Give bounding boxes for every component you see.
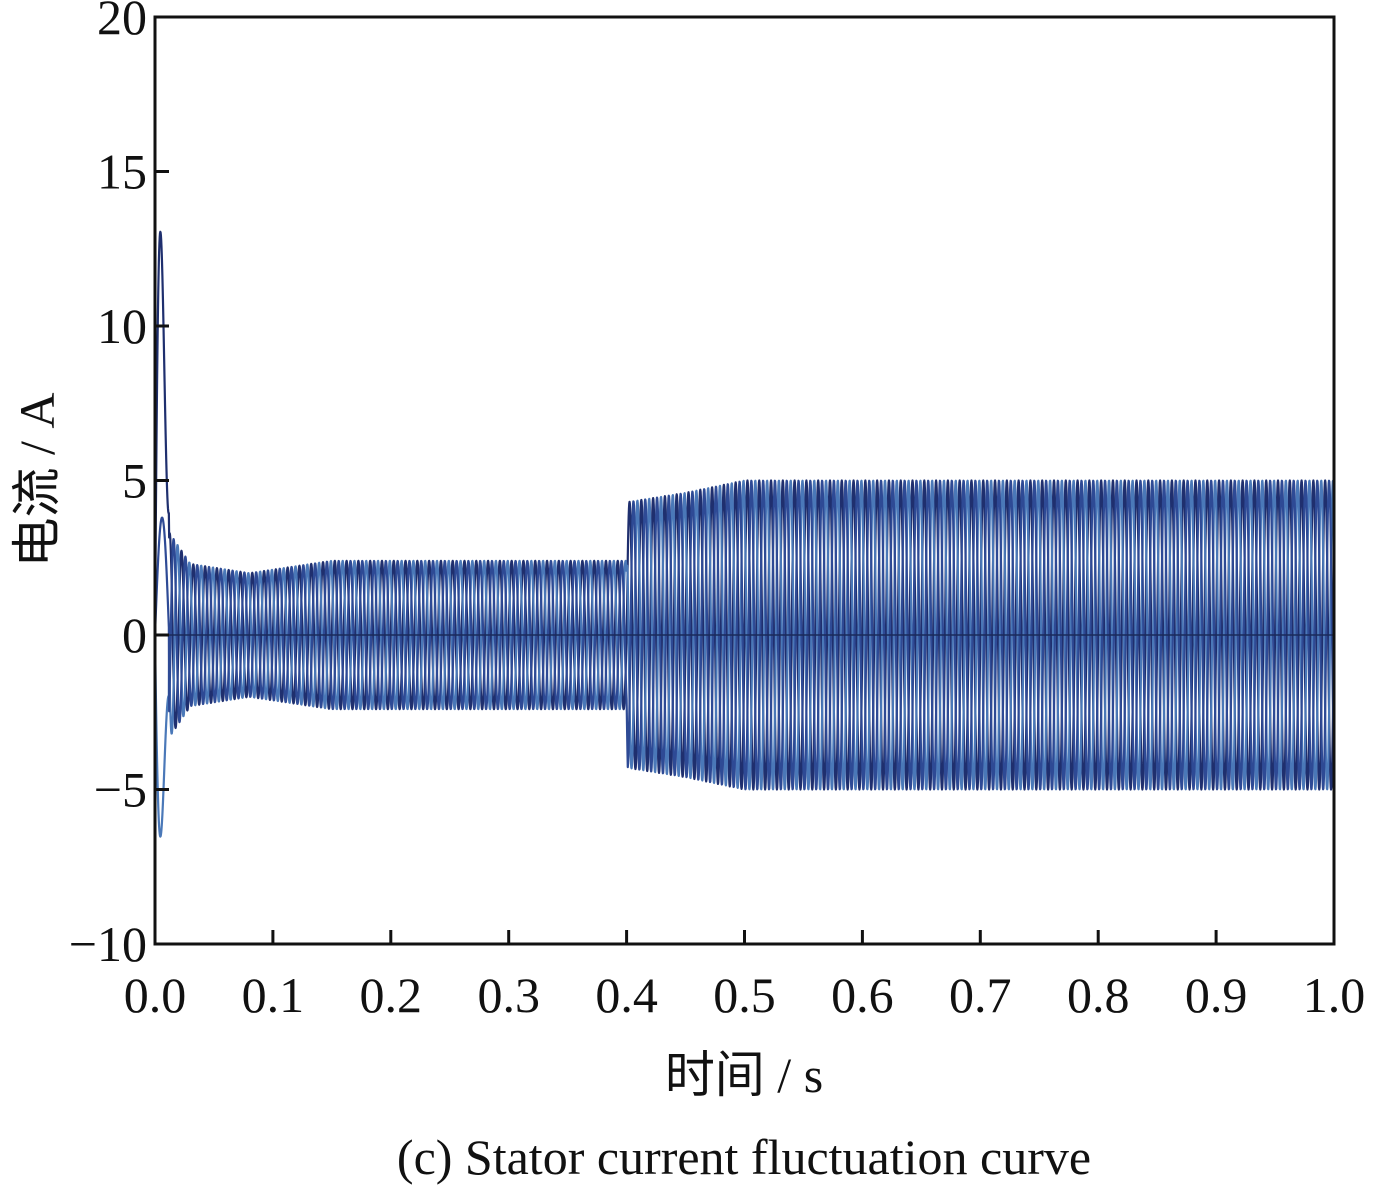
x-tick-label: 1.0 bbox=[1303, 967, 1366, 1023]
chart-caption: (c) Stator current fluctuation curve bbox=[397, 1129, 1091, 1185]
x-tick-label: 0.9 bbox=[1185, 967, 1248, 1023]
x-tick-label: 0.5 bbox=[713, 967, 776, 1023]
y-axis-ticks: −10 −5 0 5 10 15 20 bbox=[69, 0, 169, 972]
x-axis-label: 时间 / s bbox=[665, 1047, 823, 1103]
y-tick-label: 10 bbox=[97, 298, 147, 354]
plot-area bbox=[155, 230, 1334, 838]
y-tick-label: −5 bbox=[94, 762, 147, 818]
x-tick-label: 0.8 bbox=[1067, 967, 1130, 1023]
y-axis-label: 电流 / A bbox=[9, 393, 65, 568]
x-tick-label: 0.3 bbox=[477, 967, 540, 1023]
y-tick-label: 20 bbox=[97, 0, 147, 45]
y-tick-label: 5 bbox=[122, 453, 147, 509]
x-tick-label: 0.6 bbox=[831, 967, 894, 1023]
y-tick-label: −10 bbox=[69, 916, 147, 972]
x-tick-label: 0.1 bbox=[242, 967, 305, 1023]
y-tick-label: 0 bbox=[122, 607, 147, 663]
x-axis-ticks: 0.0 0.1 0.2 0.3 0.4 0.5 0.6 0.7 0.8 0.9 1.0 bbox=[124, 930, 1366, 1023]
x-tick-label: 0.4 bbox=[595, 967, 658, 1023]
x-tick-label: 0.0 bbox=[124, 967, 187, 1023]
x-tick-label: 0.2 bbox=[360, 967, 423, 1023]
x-tick-label: 0.7 bbox=[949, 967, 1012, 1023]
y-tick-label: 15 bbox=[97, 144, 147, 200]
series-layer bbox=[155, 230, 1334, 838]
